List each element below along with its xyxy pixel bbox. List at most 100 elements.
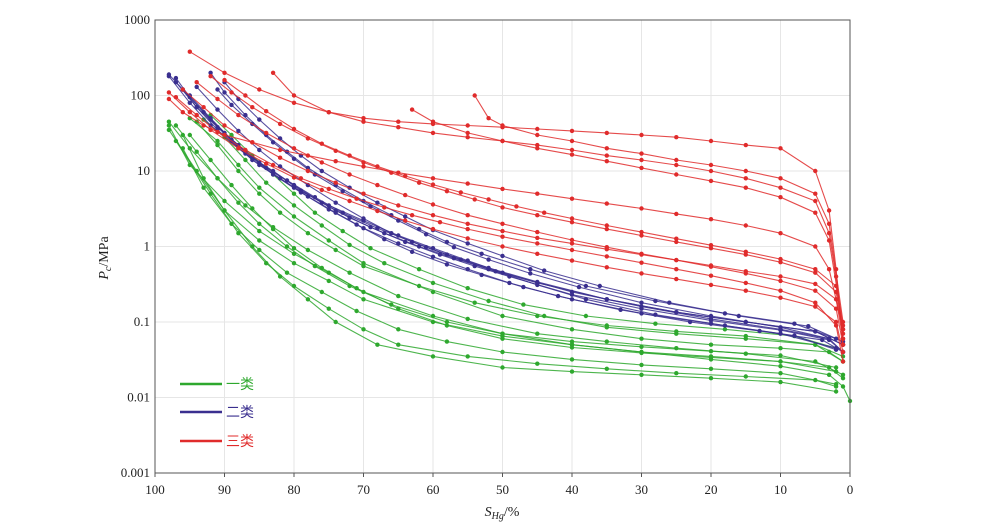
data-point	[500, 234, 505, 239]
series-3-curve	[175, 96, 844, 362]
data-point	[743, 288, 748, 293]
data-point	[361, 116, 366, 121]
data-point	[757, 328, 762, 334]
data-point	[194, 84, 199, 90]
data-point	[430, 182, 436, 187]
data-point	[361, 119, 366, 124]
data-point	[319, 223, 324, 228]
data-point	[319, 160, 324, 165]
data-point	[708, 264, 714, 269]
data-point	[833, 389, 839, 394]
data-point	[708, 355, 714, 360]
data-point	[347, 172, 352, 177]
data-point	[291, 191, 297, 196]
data-point	[674, 157, 679, 163]
data-point	[535, 126, 540, 132]
data-point	[674, 257, 679, 263]
data-point	[569, 196, 575, 201]
data-point	[458, 190, 463, 195]
legend-label-class-3: 三类	[226, 434, 254, 450]
data-point	[674, 172, 679, 177]
x-axis-title-unit: /%	[504, 505, 520, 520]
data-point	[708, 318, 714, 323]
y-tick-label: 10	[137, 163, 150, 178]
data-point	[430, 176, 436, 181]
data-point	[826, 267, 832, 272]
x-axis-title: SHg/%	[485, 505, 520, 522]
data-point	[187, 100, 192, 106]
data-point	[333, 210, 338, 215]
data-point	[257, 238, 262, 243]
series-3	[166, 49, 846, 364]
data-point	[569, 138, 575, 144]
series-3-curve	[272, 72, 844, 339]
data-point	[465, 226, 470, 232]
data-point	[778, 176, 783, 181]
data-point	[507, 280, 512, 286]
data-point	[826, 336, 832, 341]
data-point	[396, 203, 401, 208]
data-point	[312, 210, 318, 215]
data-point	[778, 371, 783, 376]
data-point	[535, 241, 540, 246]
data-point	[208, 157, 213, 163]
x-tick-label: 70	[357, 482, 370, 497]
data-point	[250, 157, 255, 163]
data-point	[833, 365, 839, 370]
data-point	[743, 336, 748, 341]
x-tick-label: 0	[847, 482, 854, 497]
data-point	[403, 192, 408, 198]
data-point	[500, 205, 505, 210]
data-point	[396, 125, 401, 130]
data-point	[535, 191, 540, 196]
data-point	[639, 271, 644, 276]
data-point	[778, 346, 783, 351]
data-point	[333, 200, 338, 205]
data-point	[813, 288, 818, 293]
data-point	[604, 254, 609, 259]
data-point	[639, 151, 644, 156]
data-point	[215, 129, 220, 135]
data-point	[222, 77, 227, 83]
data-point	[194, 80, 199, 85]
data-point	[840, 331, 846, 336]
data-point	[236, 128, 241, 134]
data-point	[639, 362, 644, 368]
data-point	[229, 90, 234, 95]
data-point	[333, 159, 338, 164]
data-point	[583, 313, 589, 319]
data-point	[778, 231, 783, 236]
data-point	[465, 354, 470, 359]
data-point	[326, 238, 331, 243]
data-point	[639, 132, 644, 138]
data-point	[180, 87, 185, 92]
data-point	[667, 300, 672, 305]
data-point	[215, 142, 220, 148]
data-point	[340, 189, 345, 194]
data-point	[215, 96, 220, 102]
data-point	[500, 336, 505, 341]
data-point	[604, 146, 609, 151]
data-point	[326, 278, 331, 284]
data-point	[166, 96, 172, 102]
data-point	[201, 185, 206, 190]
data-point	[674, 310, 679, 315]
data-point	[486, 116, 491, 121]
data-point	[778, 195, 783, 200]
x-axis-title-sub: Hg	[491, 511, 504, 522]
data-point	[173, 75, 179, 81]
data-point	[451, 245, 457, 250]
y-axis-title: Pc/MPa	[97, 236, 114, 281]
data-point	[257, 221, 262, 226]
data-point	[180, 110, 185, 115]
data-point	[375, 342, 380, 347]
data-point	[778, 185, 783, 190]
data-point	[208, 117, 213, 122]
data-point	[569, 220, 575, 225]
data-point	[250, 244, 255, 249]
data-point	[569, 241, 575, 246]
y-axis-title-main: P	[97, 271, 112, 281]
data-point	[500, 221, 505, 226]
data-point	[361, 297, 366, 302]
data-point	[361, 226, 366, 231]
